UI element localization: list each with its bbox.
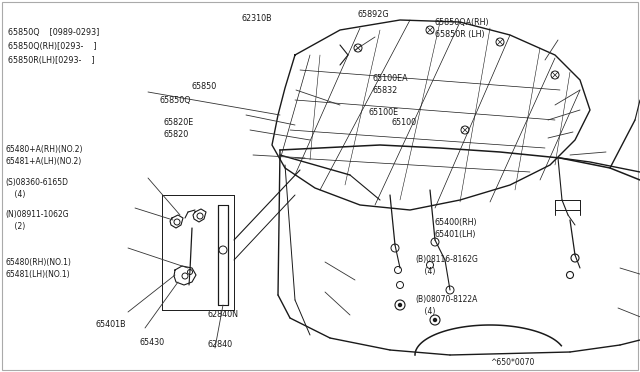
Text: 65850Q    [0989-0293]: 65850Q [0989-0293] <box>8 28 99 37</box>
Circle shape <box>433 318 436 321</box>
Text: (S)08360-6165D: (S)08360-6165D <box>5 178 68 187</box>
Text: (4): (4) <box>415 267 435 276</box>
Text: 65100: 65100 <box>392 118 417 127</box>
Text: 62840N: 62840N <box>208 310 239 319</box>
Text: 65430: 65430 <box>140 338 165 347</box>
Text: 65480+A(RH)(NO.2): 65480+A(RH)(NO.2) <box>5 145 83 154</box>
Text: 65832: 65832 <box>373 86 398 95</box>
Text: 65850R(LH)[0293-    ]: 65850R(LH)[0293- ] <box>8 56 95 65</box>
Text: (4): (4) <box>5 190 26 199</box>
Text: 65892G: 65892G <box>358 10 390 19</box>
Text: 65401B: 65401B <box>95 320 125 329</box>
Text: 62310B: 62310B <box>242 14 273 23</box>
Text: 65400(RH): 65400(RH) <box>435 218 477 227</box>
Text: 65850Q(RH)[0293-    ]: 65850Q(RH)[0293- ] <box>8 42 97 51</box>
Text: 65100EA: 65100EA <box>373 74 408 83</box>
Text: (B)08116-8162G: (B)08116-8162G <box>415 255 478 264</box>
Text: (N)08911-1062G: (N)08911-1062G <box>5 210 68 219</box>
Text: 65850R (LH): 65850R (LH) <box>435 30 484 39</box>
Circle shape <box>399 304 401 307</box>
Text: 65100E: 65100E <box>369 108 399 117</box>
Text: 65481+A(LH)(NO.2): 65481+A(LH)(NO.2) <box>5 157 81 166</box>
Text: 65820: 65820 <box>163 130 188 139</box>
Text: 65820E: 65820E <box>163 118 193 127</box>
Text: 62840: 62840 <box>208 340 233 349</box>
Text: 65850Q: 65850Q <box>160 96 191 105</box>
Text: 65850QA(RH): 65850QA(RH) <box>435 18 490 27</box>
Text: 65480(RH)(NO.1): 65480(RH)(NO.1) <box>5 258 71 267</box>
Text: (4): (4) <box>415 307 435 316</box>
Text: 65850: 65850 <box>191 82 216 91</box>
Text: 65481(LH)(NO.1): 65481(LH)(NO.1) <box>5 270 70 279</box>
Text: (B)08070-8122A: (B)08070-8122A <box>415 295 477 304</box>
Text: ^650*0070: ^650*0070 <box>490 358 534 367</box>
Text: (2): (2) <box>5 222 25 231</box>
Text: 65401(LH): 65401(LH) <box>435 230 477 239</box>
